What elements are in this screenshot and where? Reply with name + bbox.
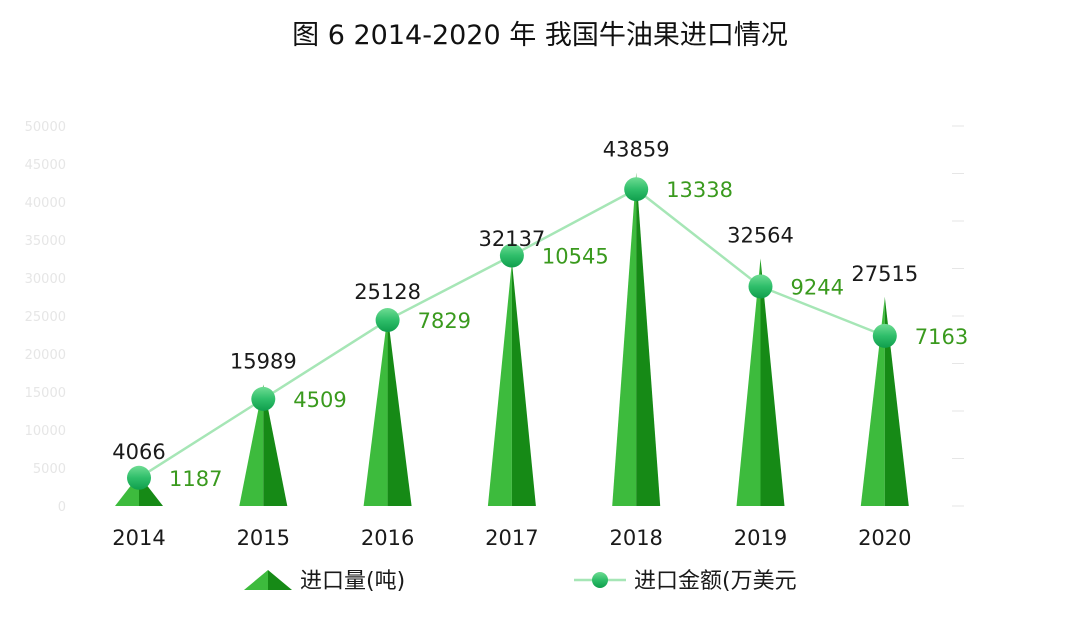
volume-bar-right	[511, 261, 536, 506]
x-tick-label: 2020	[858, 526, 911, 550]
y-tick-label: 30000	[25, 272, 66, 287]
volume-bar-left	[860, 296, 885, 506]
amount-marker	[499, 243, 524, 268]
amount-data-label: 13338	[666, 178, 733, 202]
volume-bar-left	[363, 315, 388, 506]
amount-data-label: 1187	[169, 467, 222, 491]
y-tick-label: 45000	[25, 158, 66, 173]
legend-item-volume: 进口量(吨)	[244, 569, 405, 594]
legend-amount-label: 进口金额(万美元	[634, 569, 797, 594]
amount-data-label: 9244	[791, 275, 844, 299]
y-tick-label: 20000	[25, 348, 66, 363]
x-tick-label: 2014	[112, 526, 165, 550]
volume-bar-left	[239, 384, 264, 506]
y-tick-label: 0	[58, 500, 66, 515]
legend-amount-marker	[592, 572, 608, 588]
volume-bar-left	[612, 172, 637, 506]
x-tick-label: 2015	[237, 526, 290, 550]
chart-title: 图 6 2014-2020 年 我国牛油果进口情况	[292, 20, 788, 51]
x-axis-ticks: 2014 2015 2016 2017 2018 2019 2020	[112, 526, 911, 550]
amount-data-labels: 1187 4509 7829 10545 13338 9244 7163	[169, 178, 968, 491]
x-tick-label: 2018	[609, 526, 662, 550]
legend: 进口量(吨) 进口金额(万美元	[244, 569, 797, 594]
legend-item-amount: 进口金额(万美元	[574, 569, 797, 594]
volume-bar-right	[263, 384, 288, 506]
amount-data-label: 7163	[915, 325, 968, 349]
volume-data-labels: 4066 15989 25128 32137 43859 32564 27515	[112, 138, 918, 464]
volume-data-label: 32137	[478, 227, 545, 251]
y-tick-label: 15000	[25, 386, 66, 401]
amount-marker	[375, 308, 400, 333]
amount-data-label: 10545	[542, 245, 609, 269]
amount-data-label: 4509	[293, 388, 346, 412]
amount-markers	[127, 177, 897, 490]
y-tick-label: 50000	[25, 120, 66, 135]
volume-data-label: 25128	[354, 280, 421, 304]
amount-marker	[127, 465, 151, 490]
legend-volume-swatch-light	[244, 570, 268, 590]
x-tick-label: 2017	[485, 526, 538, 550]
volume-data-label: 32564	[727, 224, 794, 248]
volume-bars	[115, 172, 909, 506]
amount-data-label: 7829	[418, 309, 471, 333]
legend-volume-swatch-dark	[268, 570, 292, 590]
volume-bar-right	[636, 172, 661, 506]
y-tick-label: 35000	[25, 234, 66, 249]
volume-data-label: 27515	[851, 262, 918, 286]
volume-bar-right	[760, 258, 785, 506]
volume-bar-left	[736, 258, 761, 506]
y-axis-ticks: 0 5000 10000 15000 20000 25000 30000 35000 40000…	[25, 120, 66, 515]
y-tick-label: 10000	[25, 424, 66, 439]
y-tick-label: 5000	[33, 462, 66, 477]
secondary-axis-ticks	[952, 125, 964, 507]
x-tick-label: 2019	[734, 526, 787, 550]
y-tick-label: 40000	[25, 196, 66, 211]
volume-data-label: 15989	[230, 349, 297, 373]
legend-volume-label: 进口量(吨)	[300, 569, 405, 594]
volume-data-label: 4066	[112, 440, 165, 464]
amount-marker	[872, 323, 897, 348]
volume-bar-right	[387, 315, 412, 506]
volume-bar-right	[884, 296, 909, 506]
volume-bar-left	[487, 261, 512, 506]
amount-marker	[251, 386, 276, 411]
amount-marker	[624, 177, 649, 202]
x-tick-label: 2016	[361, 526, 414, 550]
amount-marker	[748, 274, 773, 299]
volume-data-label: 43859	[603, 138, 670, 162]
y-tick-label: 25000	[25, 310, 66, 325]
